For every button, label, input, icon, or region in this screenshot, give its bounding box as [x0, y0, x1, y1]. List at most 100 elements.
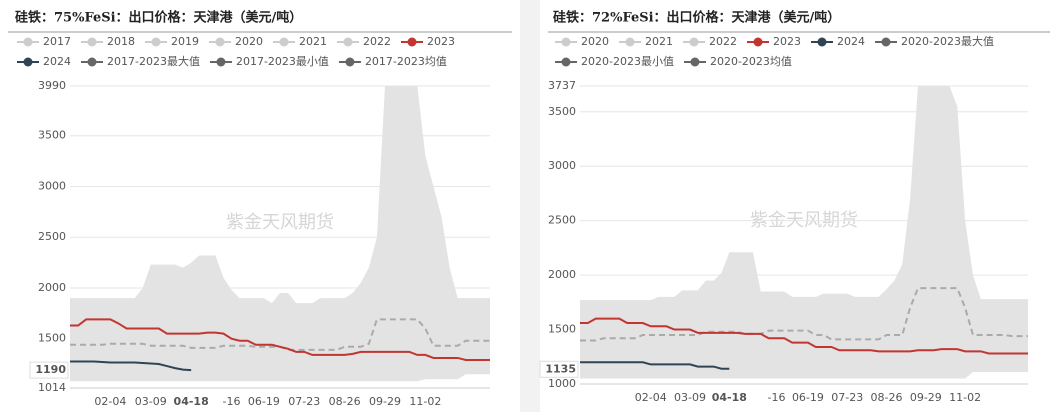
legend-icon-dot: [561, 57, 571, 67]
series-line: [70, 318, 490, 361]
legend-label: 2024: [43, 55, 71, 68]
x-tick-label: 11-02: [949, 391, 981, 404]
chart-panel: 硅铁：75%FeSi：出口价格：天津港（美元/吨） 2017 2018 2019 202…: [0, 0, 520, 412]
legend-label: 2024: [837, 35, 865, 48]
x-tick-label: 07-23: [831, 391, 863, 404]
legend-item: 2020: [555, 35, 609, 48]
x-tick-label: 02-04: [94, 395, 126, 408]
legend-label: 2021: [645, 35, 673, 48]
y-tick-label: 1500: [548, 323, 576, 336]
x-pointer-box: [709, 389, 750, 405]
series-line: [580, 361, 730, 370]
legend-icon-dot: [817, 37, 827, 47]
legend-icon-dot: [689, 37, 699, 47]
legend-item: 2020-2023最大值: [875, 34, 994, 48]
y-tick-label: 1014: [38, 381, 66, 394]
x-tick-label: 02-04: [635, 391, 667, 404]
band-upper: [70, 86, 490, 388]
y-tick-label: 3737: [548, 79, 576, 92]
legend-label: 2020-2023最小值: [581, 55, 674, 68]
legend-icon-dot: [151, 37, 161, 47]
legend-label: 2023: [427, 35, 455, 48]
legend-icon-dot: [87, 37, 97, 47]
legend-label: 2023: [773, 35, 801, 48]
x-tick-label: 08-26: [329, 395, 361, 408]
legend-icon-dot: [215, 37, 225, 47]
y-tick-label: 2500: [38, 230, 66, 243]
legend-item: 2019: [145, 35, 199, 48]
legend-icon-dot: [345, 57, 355, 67]
y-pointer-label: 1135: [545, 362, 576, 375]
y-pointer-box: [29, 361, 69, 379]
legend-item: 2021: [273, 35, 327, 48]
series-line: [70, 360, 192, 372]
legend-item: 2017-2023最小值: [209, 55, 329, 68]
band-lower: [580, 372, 1028, 384]
legend-item: 2024: [811, 35, 865, 48]
legend-icon-dot: [561, 37, 571, 47]
legend-icon-dot: [407, 37, 417, 47]
series-line: [580, 287, 1028, 342]
y-tick-label: 3500: [548, 105, 576, 118]
legend-icon-dot: [23, 57, 33, 67]
y-pointer-label: 1190: [35, 363, 66, 376]
band-upper: [580, 86, 1028, 384]
y-pointer-box: [539, 360, 579, 378]
legend-label: 2018: [107, 35, 135, 48]
x-tick-label: 11-02: [409, 395, 441, 408]
legend-item: 2017-2023均值: [338, 55, 447, 68]
legend-label: 2021: [299, 35, 327, 48]
legend-label: 2022: [709, 35, 737, 48]
series-line: [580, 317, 1028, 355]
legend-item: 2020-2023均值: [683, 55, 792, 68]
legend-icon-dot: [279, 37, 289, 47]
legend-item: 2020-2023最小值: [555, 55, 674, 68]
x-pointer-box: [171, 393, 212, 409]
x-tick-label: 07-23: [288, 395, 320, 408]
legend-label: 2017-2023最大值: [107, 54, 200, 68]
legend-icon-dot: [87, 57, 97, 67]
legend-icon-dot: [343, 37, 353, 47]
x-tick-label: -16: [223, 395, 241, 408]
y-tick-label: 2000: [548, 268, 576, 281]
legend-item: 2023: [747, 35, 801, 48]
legend-icon-dot: [23, 37, 33, 47]
legend-label: 2017: [43, 35, 71, 48]
x-tick-label: 06-19: [792, 391, 824, 404]
y-tick-label: 3500: [38, 129, 66, 142]
y-tick-label: 2000: [38, 281, 66, 294]
legend-item: 2021: [619, 35, 673, 48]
x-pointer-label: 04-18: [712, 391, 747, 404]
chart-title: 硅铁：72%FeSi：出口价格：天津港（美元/吨）: [553, 10, 840, 26]
legend-label: 2020: [581, 35, 609, 48]
x-tick-label: 03-09: [674, 391, 706, 404]
x-tick-label: 08-26: [871, 391, 903, 404]
legend-icon-dot: [690, 57, 700, 67]
legend-item: 2017-2023最大值: [81, 54, 200, 68]
y-tick-label: 1500: [38, 332, 66, 345]
legend-icon-dot: [625, 37, 635, 47]
chart-title: 硅铁：75%FeSi：出口价格：天津港（美元/吨）: [15, 10, 302, 26]
y-tick-label: 2500: [548, 214, 576, 227]
legend-label: 2020-2023均值: [710, 55, 792, 68]
y-tick-label: 3000: [38, 179, 66, 192]
x-tick-label: 03-09: [135, 395, 167, 408]
legend-item: 2020: [209, 35, 263, 48]
y-tick-label: 3990: [38, 79, 66, 92]
y-tick-label: 1000: [548, 377, 576, 390]
legend-label: 2017-2023均值: [365, 55, 447, 68]
legend-item: 2024: [17, 55, 71, 68]
legend-label: 2019: [171, 35, 199, 48]
x-pointer-label: 04-18: [174, 395, 209, 408]
y-tick-label: 3000: [548, 159, 576, 172]
chart-panel: 硅铁：72%FeSi：出口价格：天津港（美元/吨） 2020 2021 2022 202…: [539, 0, 1058, 412]
x-tick-label: 09-29: [910, 391, 942, 404]
legend-icon-dot: [881, 37, 891, 47]
legend-label: 2020: [235, 35, 263, 48]
legend-item: 2022: [683, 35, 737, 48]
x-tick-label: -16: [768, 391, 786, 404]
legend-label: 2020-2023最大值: [901, 34, 994, 48]
legend-label: 2022: [363, 35, 391, 48]
legend-icon-dot: [753, 37, 763, 47]
